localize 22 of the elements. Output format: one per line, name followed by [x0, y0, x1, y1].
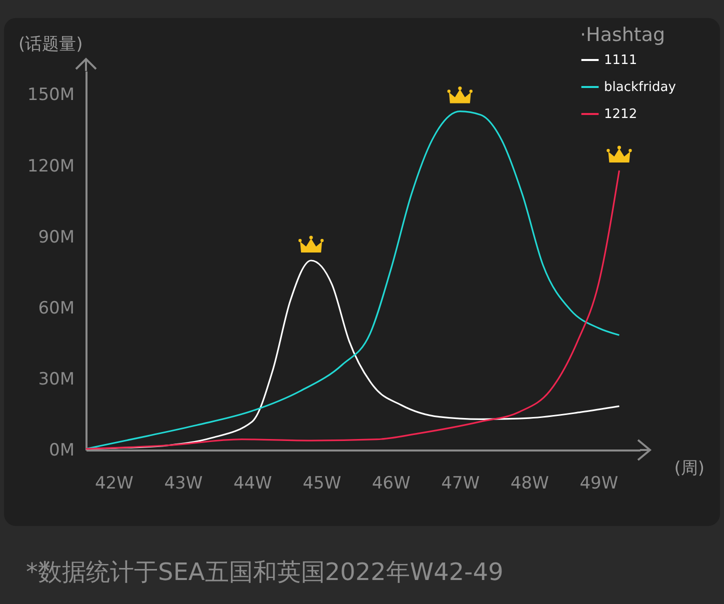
x-tick-label: 45W: [302, 474, 342, 494]
legend-label: blackfriday: [604, 80, 676, 95]
x-tick-label: 48W: [510, 474, 550, 494]
x-tick-label: 43W: [164, 474, 203, 494]
x-axis-title: (周): [674, 458, 704, 478]
legend-label: 1111: [604, 53, 638, 68]
y-tick-label: 0M: [49, 440, 74, 460]
y-tick-label: 120M: [27, 156, 74, 176]
legend-title: ·Hashtag: [580, 24, 666, 46]
x-tick-label: 46W: [372, 474, 411, 494]
x-tick-label: 49W: [580, 474, 618, 494]
text: *数据统计于SEA五国和英国2022年W42-49: [26, 557, 504, 588]
y-tick-label: 150M: [27, 85, 74, 106]
x-tick-label: 44W: [233, 474, 272, 494]
x-tick-label: 42W: [94, 474, 134, 494]
y-tick-label: 30M: [38, 369, 74, 390]
y-axis-title: (话题量): [18, 34, 83, 54]
legend-label: 1212: [604, 107, 638, 122]
y-tick-label: 60M: [38, 298, 74, 318]
y-tick-label: 90M: [38, 227, 74, 248]
x-tick-label: 47W: [441, 474, 480, 494]
line-series: [86, 170, 620, 450]
